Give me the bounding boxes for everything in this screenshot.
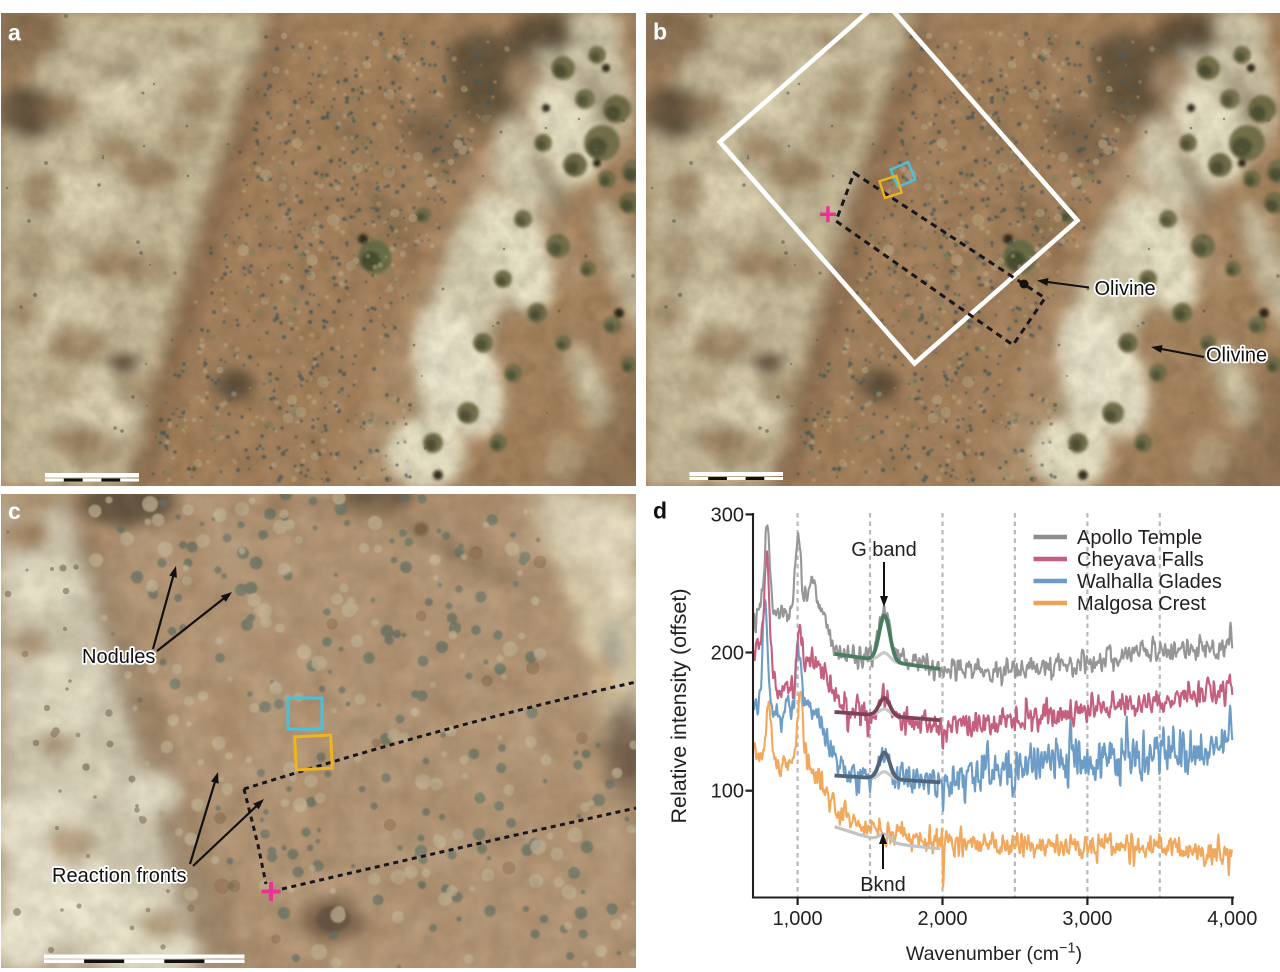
svg-text:200: 200 xyxy=(711,643,744,665)
svg-text:Cheyava Falls: Cheyava Falls xyxy=(1077,549,1204,571)
svg-text:G band: G band xyxy=(851,539,917,561)
svg-text:100: 100 xyxy=(711,781,744,803)
svg-text:d: d xyxy=(653,498,667,524)
svg-text:Nodules: Nodules xyxy=(82,646,155,668)
svg-text:Malgosa Crest: Malgosa Crest xyxy=(1077,593,1206,615)
svg-text:Relative intensity (offset): Relative intensity (offset) xyxy=(667,588,691,823)
svg-text:Bknd: Bknd xyxy=(860,874,906,896)
svg-text:Reaction fronts: Reaction fronts xyxy=(52,865,187,887)
svg-text:a: a xyxy=(8,20,21,46)
svg-text:Apollo Temple: Apollo Temple xyxy=(1077,527,1202,549)
svg-text:Wavenumber (cm−1): Wavenumber (cm−1) xyxy=(906,941,1082,966)
svg-text:Walhalla Glades: Walhalla Glades xyxy=(1077,571,1222,593)
svg-text:c: c xyxy=(8,498,21,524)
svg-text:300: 300 xyxy=(711,504,744,526)
svg-text:Olivine: Olivine xyxy=(1095,278,1156,300)
svg-text:4,000: 4,000 xyxy=(1207,908,1257,930)
svg-text:2,000: 2,000 xyxy=(917,908,967,930)
svg-text:Olivine: Olivine xyxy=(1206,345,1267,367)
svg-text:b: b xyxy=(653,19,667,45)
svg-text:1,000: 1,000 xyxy=(773,908,823,930)
svg-text:3,000: 3,000 xyxy=(1062,908,1112,930)
